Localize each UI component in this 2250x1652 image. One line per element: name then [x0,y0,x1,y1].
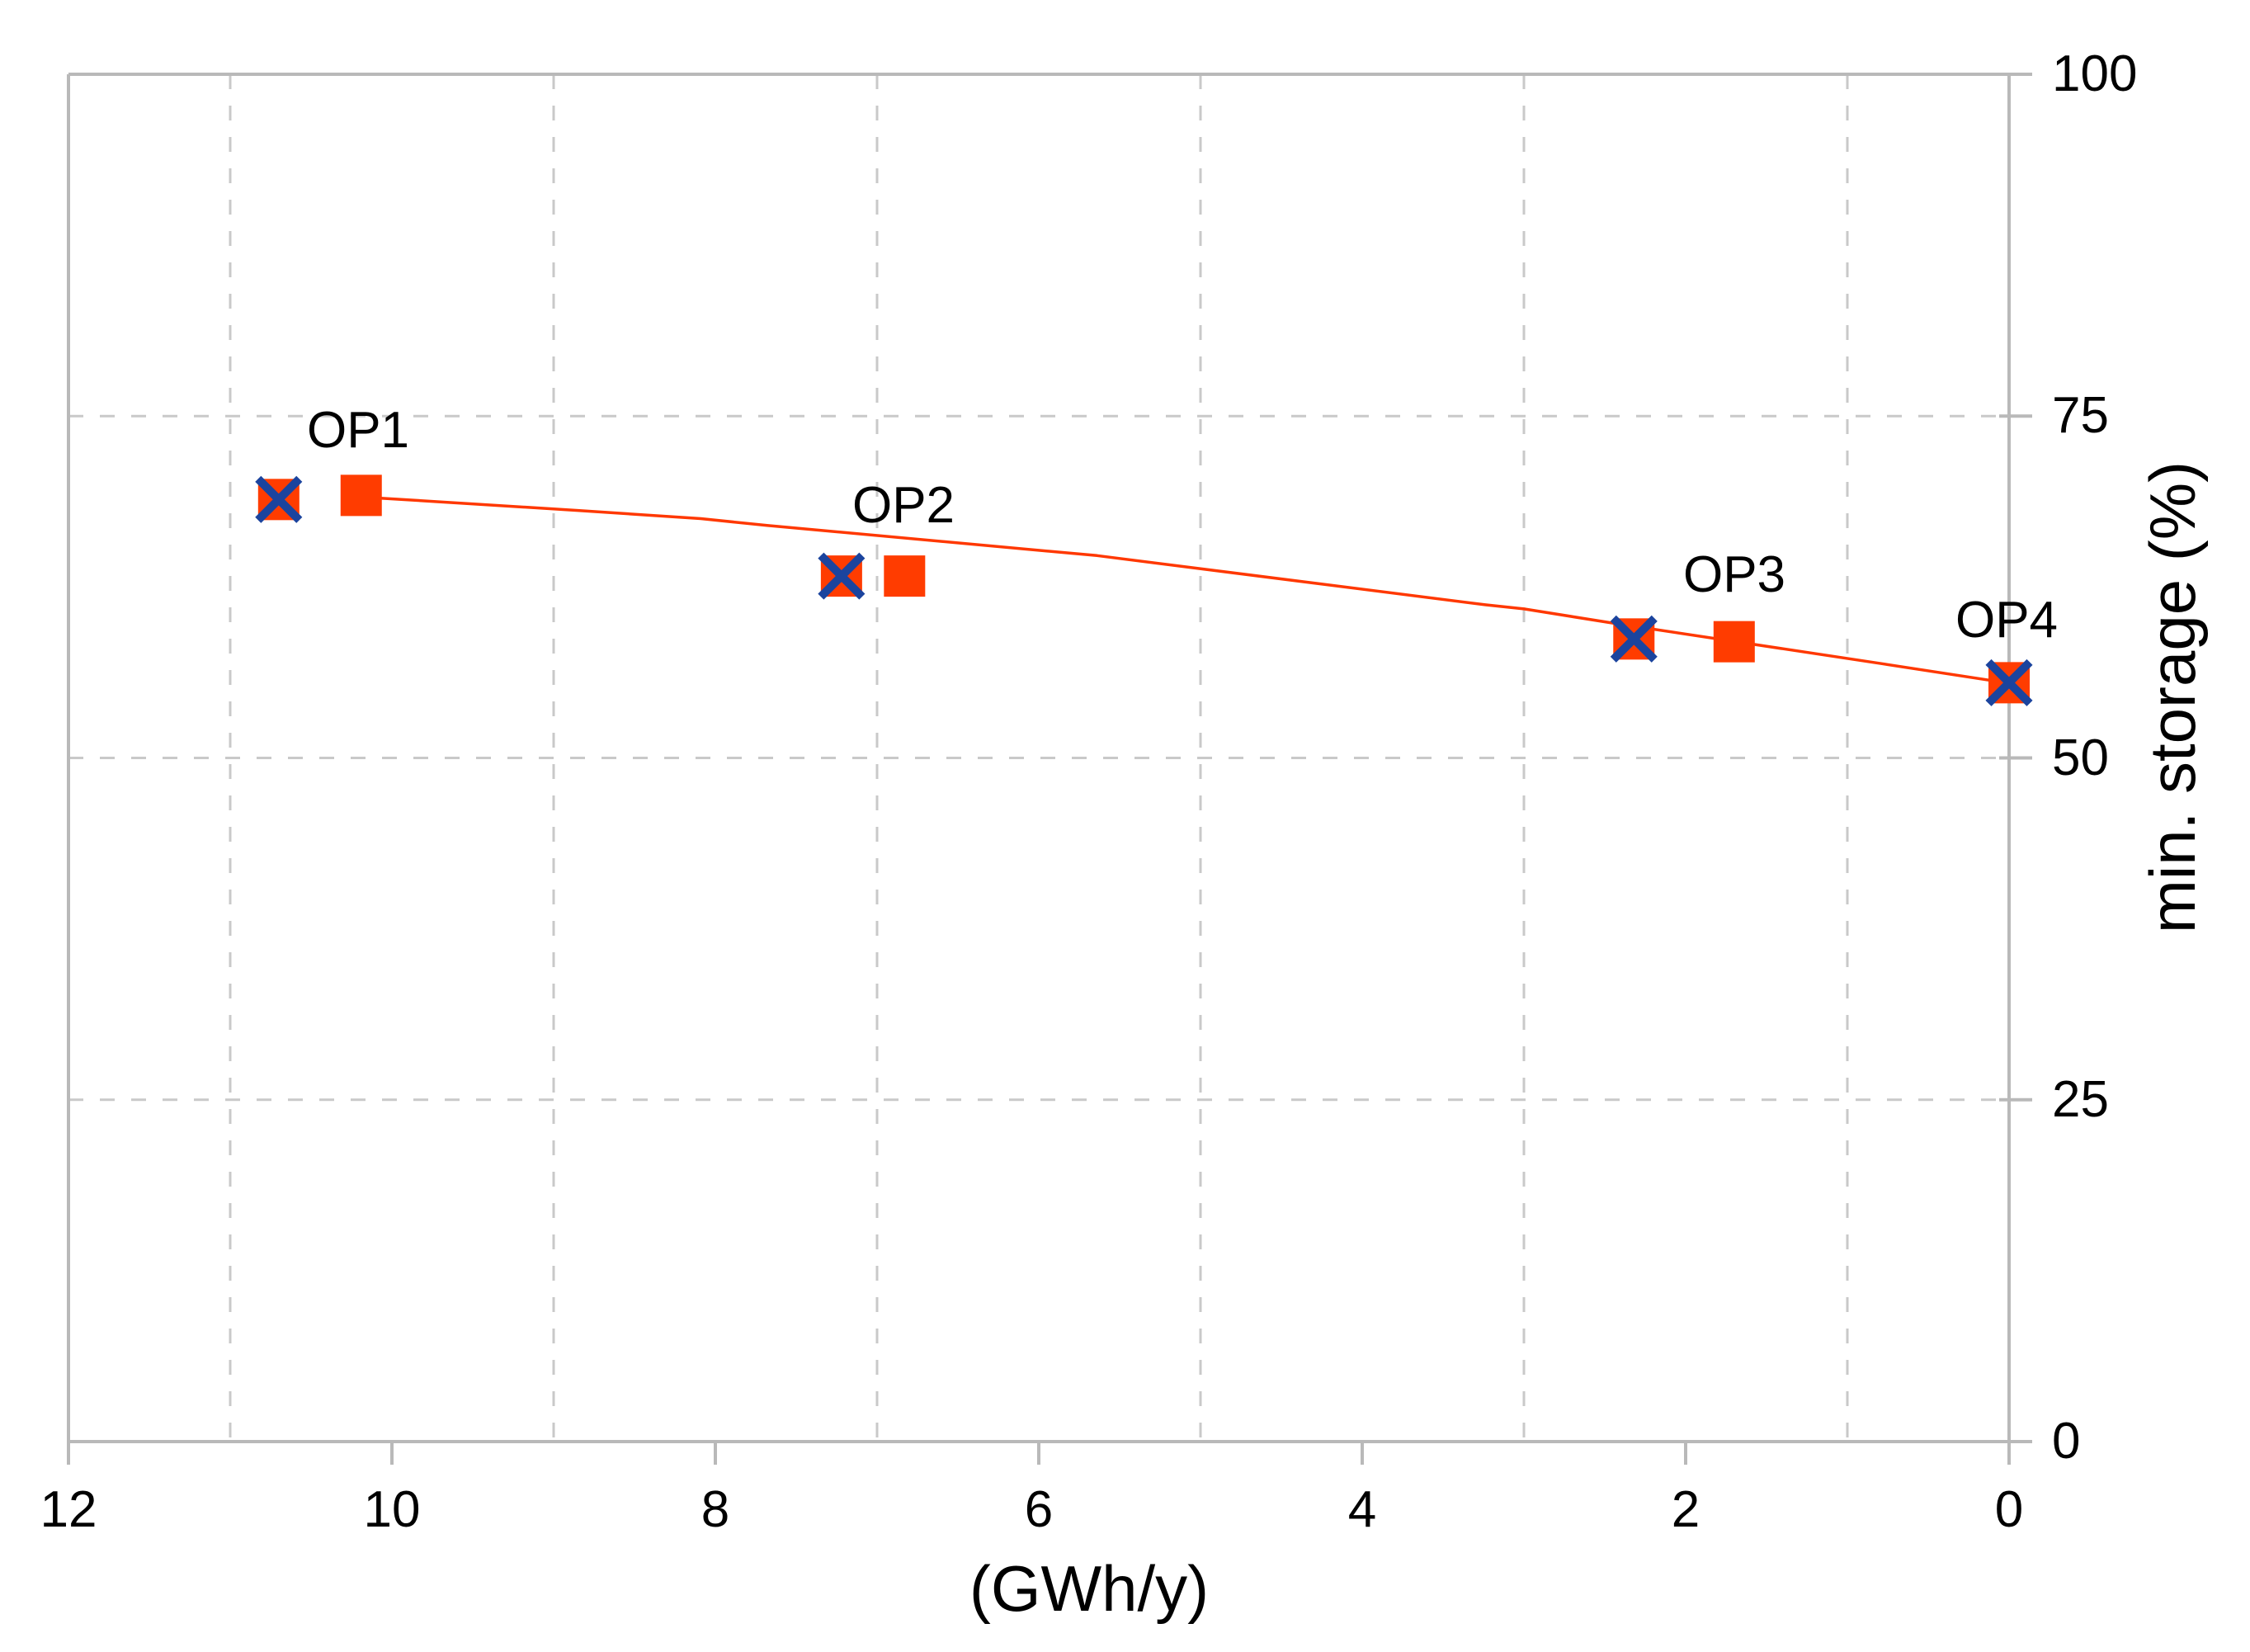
marker-cross-stroke [1610,615,1658,663]
x-axis-title: (GWh/y) [969,1552,1210,1625]
x-tick-label: 4 [1347,1481,1377,1538]
point-label-op3: OP3 [1682,546,1786,603]
x-tick-label: 8 [700,1481,730,1538]
square-marker [884,555,926,597]
y-tick-label: 75 [2052,387,2109,445]
x-tick-label: 6 [1024,1481,1054,1538]
marker-cross-stroke [1985,658,2033,706]
y-tick-label: 100 [2052,45,2138,102]
x-tick-label: 0 [1994,1481,2024,1538]
x-tick-label: 12 [40,1481,97,1538]
square-marker [1713,621,1755,663]
marker-cross-stroke [818,552,866,600]
point-label-op2: OP2 [851,477,955,534]
y-tick-label: 0 [2052,1413,2081,1470]
y-tick-label: 50 [2052,729,2109,786]
square-marker [340,474,382,517]
y-axis-title: min. storage (%) [2136,460,2209,934]
marker-cross-stroke [255,475,303,523]
x-tick-label: 2 [1671,1481,1700,1538]
x-tick-label: 10 [363,1481,421,1538]
y-tick-label: 25 [2052,1070,2109,1128]
point-label-op1: OP1 [306,402,410,459]
point-label-op4: OP4 [1955,592,2059,649]
